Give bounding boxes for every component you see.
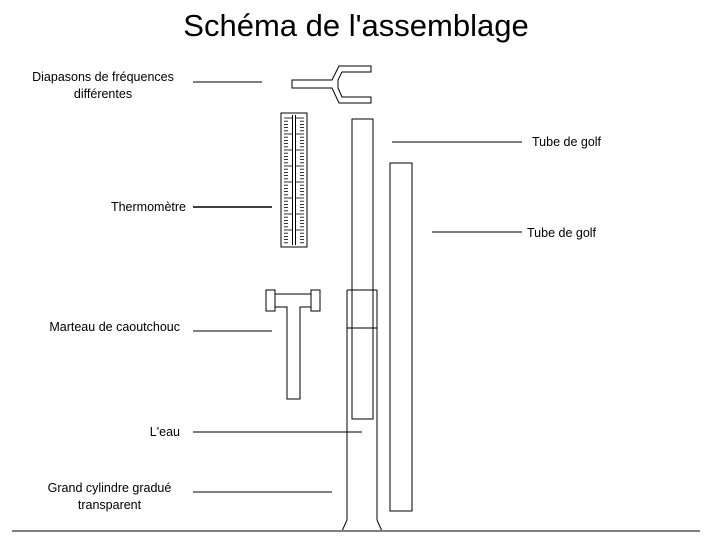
label-golf-tube-top: Tube de golf [532, 135, 602, 149]
label-cylinder: Grand cylindre gradué transparent [47, 481, 172, 512]
label-golf-tube-bottom: Tube de golf [527, 226, 597, 240]
label-thermometer: Thermomètre [110, 200, 186, 214]
graduated-cylinder [341, 289, 383, 532]
diagram-title: Schéma de l'assemblage [183, 8, 529, 43]
label-hammer: Marteau de caoutchouc [49, 320, 180, 334]
golf-tube-inner [351, 118, 374, 420]
hammer-icon [265, 289, 321, 400]
label-water: L'eau [149, 425, 180, 439]
tuning-fork-icon [291, 65, 372, 104]
label-tuning-forks: Diapasons de fréquences différentes [32, 70, 174, 101]
thermometer-icon [280, 112, 308, 248]
golf-tube-outer [389, 162, 413, 512]
